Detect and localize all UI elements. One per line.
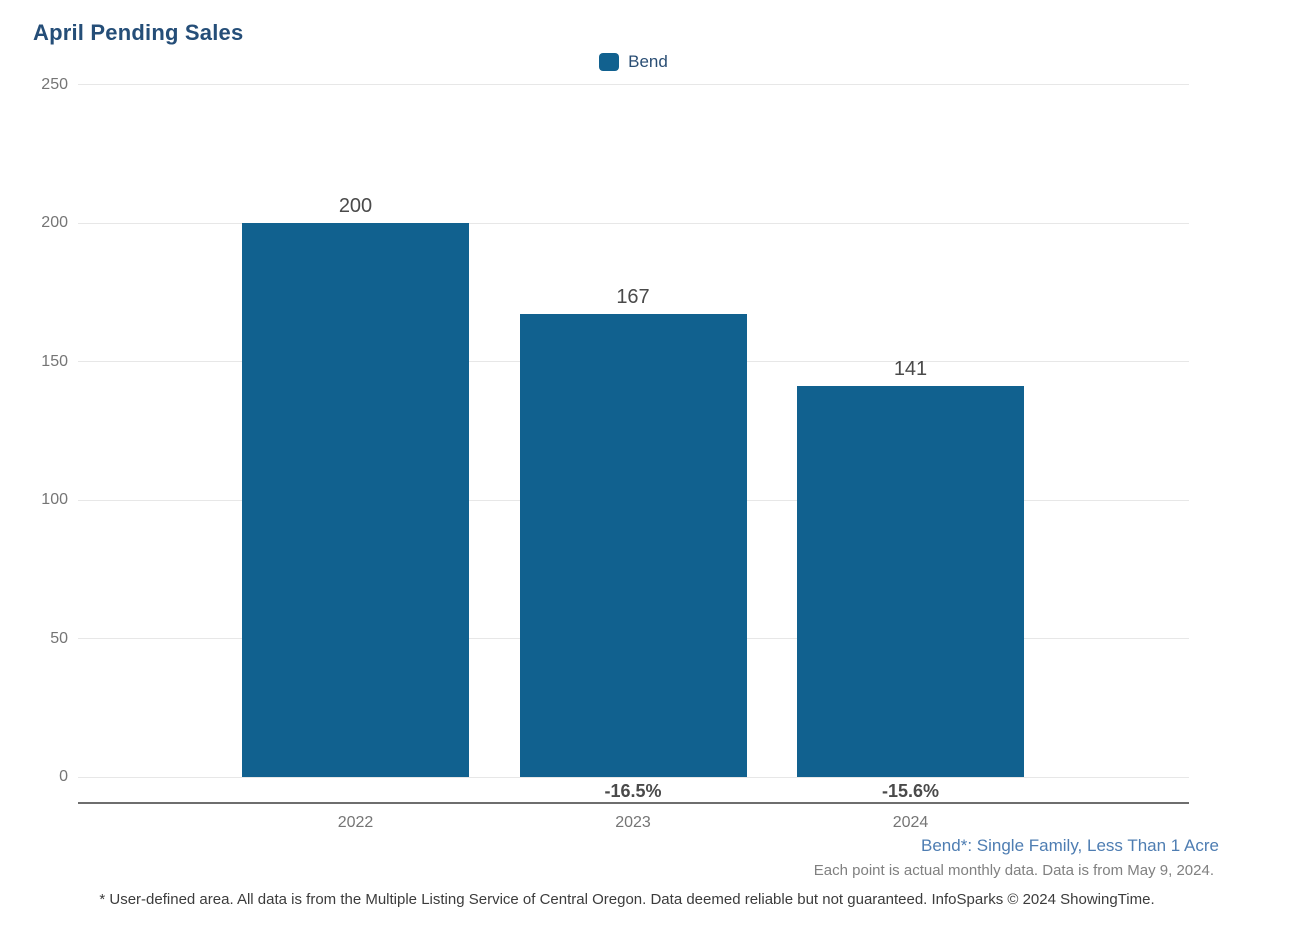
bar-2022[interactable] xyxy=(242,223,469,777)
gridline-250 xyxy=(78,84,1189,85)
bar-value-label-2022: 200 xyxy=(338,195,373,217)
y-tick-label-0: 0 xyxy=(59,768,68,785)
bar-value-label-2023: 167 xyxy=(616,286,650,309)
x-axis-label-2024: 2024 xyxy=(892,814,929,831)
y-tick-label-50: 50 xyxy=(50,629,68,647)
chart-title: April Pending Sales xyxy=(33,20,244,45)
y-tick-label-150: 150 xyxy=(41,352,68,370)
y-tick-label-200: 200 xyxy=(41,214,68,231)
legend-label: Bend xyxy=(628,52,668,71)
disclaimer-footnote: * User-defined area. All data is from th… xyxy=(99,891,1155,908)
bar-value-label-2024: 141 xyxy=(893,358,928,381)
bar-2023[interactable] xyxy=(519,314,747,777)
bar-2024[interactable] xyxy=(797,386,1024,777)
x-axis-label-2022: 2022 xyxy=(337,814,374,831)
pct-change-label-2024: -15.6% xyxy=(881,781,940,801)
gridline-200 xyxy=(78,222,1189,224)
legend-item-bend[interactable]: Bend xyxy=(599,52,668,72)
x-axis-label-2023: 2023 xyxy=(615,814,651,831)
pct-change-label-2023: -16.5% xyxy=(604,781,662,801)
series-definition-footnote: Bend*: Single Family, Less Than 1 Acre xyxy=(921,836,1219,855)
data-note-footnote: Each point is actual monthly data. Data … xyxy=(813,862,1214,879)
x-axis-line xyxy=(78,802,1189,804)
y-tick-label-100: 100 xyxy=(41,491,68,508)
gridline-0 xyxy=(78,776,1189,778)
legend-swatch-icon xyxy=(599,53,620,71)
legend: Bend xyxy=(78,52,1189,72)
y-tick-label-250: 250 xyxy=(41,75,68,93)
